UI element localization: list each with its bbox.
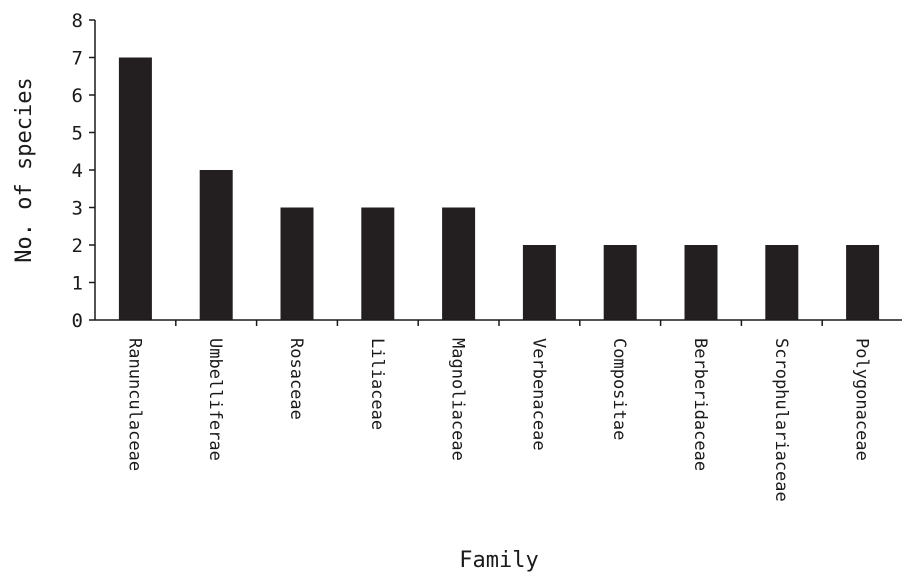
y-tick-label: 1 xyxy=(72,273,83,295)
bar-compositae xyxy=(603,245,637,320)
y-tick-label: 6 xyxy=(72,85,83,107)
bar-magnoliaceae xyxy=(442,207,476,320)
bar-verbenaceae xyxy=(522,245,556,320)
x-category-label: Verbenaceae xyxy=(528,338,548,451)
x-category-label: Compositae xyxy=(609,338,629,440)
bar-umbelliferae xyxy=(199,170,233,320)
bar-ranunculaceae xyxy=(118,57,152,320)
y-axis-title: No. of species xyxy=(12,77,37,262)
x-category-label: Scrophulariaceae xyxy=(771,338,791,502)
bar-berberidaceae xyxy=(684,245,718,320)
bars-layer xyxy=(118,57,880,320)
y-tick-label: 5 xyxy=(72,123,83,145)
y-tick-label: 8 xyxy=(72,10,83,32)
bar-rosaceae xyxy=(280,207,314,320)
x-category-label: Polygonaceae xyxy=(852,338,872,461)
x-category-label: Liliaceae xyxy=(367,338,387,430)
x-category-label: Umbelliferae xyxy=(205,338,225,461)
y-ticks: 0 1 2 3 4 5 6 7 8 xyxy=(72,10,95,332)
y-tick-label: 3 xyxy=(72,198,83,220)
y-tick-label: 0 xyxy=(72,310,83,332)
x-ticks: Ranunculaceae Umbelliferae Rosaceae Liliace… xyxy=(124,320,872,502)
x-category-label: Rosaceae xyxy=(286,338,306,420)
x-category-label: Berberidaceae xyxy=(690,338,710,471)
x-category-label: Magnoliaceae xyxy=(448,338,468,461)
x-axis-title: Family xyxy=(459,548,538,573)
y-tick-label: 4 xyxy=(72,160,83,182)
y-tick-label: 7 xyxy=(72,48,83,70)
bar-liliaceae xyxy=(361,207,395,320)
bar-polygonaceae xyxy=(846,245,880,320)
y-tick-label: 2 xyxy=(72,235,83,257)
bar-scrophulariaceae xyxy=(765,245,799,320)
x-category-label: Ranunculaceae xyxy=(124,338,144,471)
